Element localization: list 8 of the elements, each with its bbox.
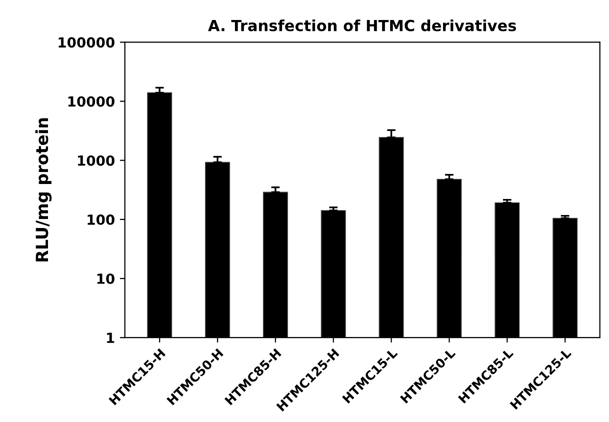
y-tick-label: 10: [97, 273, 114, 284]
y-tick-label: 1: [107, 332, 114, 343]
y-tick-label: 100: [88, 214, 114, 225]
y-tick-label: 100000: [58, 37, 114, 48]
y-tick-label: 10000: [68, 96, 114, 107]
y-tick-label: 1000: [78, 155, 114, 166]
chart-title: A. Transfection of HTMC derivatives: [208, 19, 516, 32]
y-axis-title: RLU/mg protein: [35, 118, 52, 262]
